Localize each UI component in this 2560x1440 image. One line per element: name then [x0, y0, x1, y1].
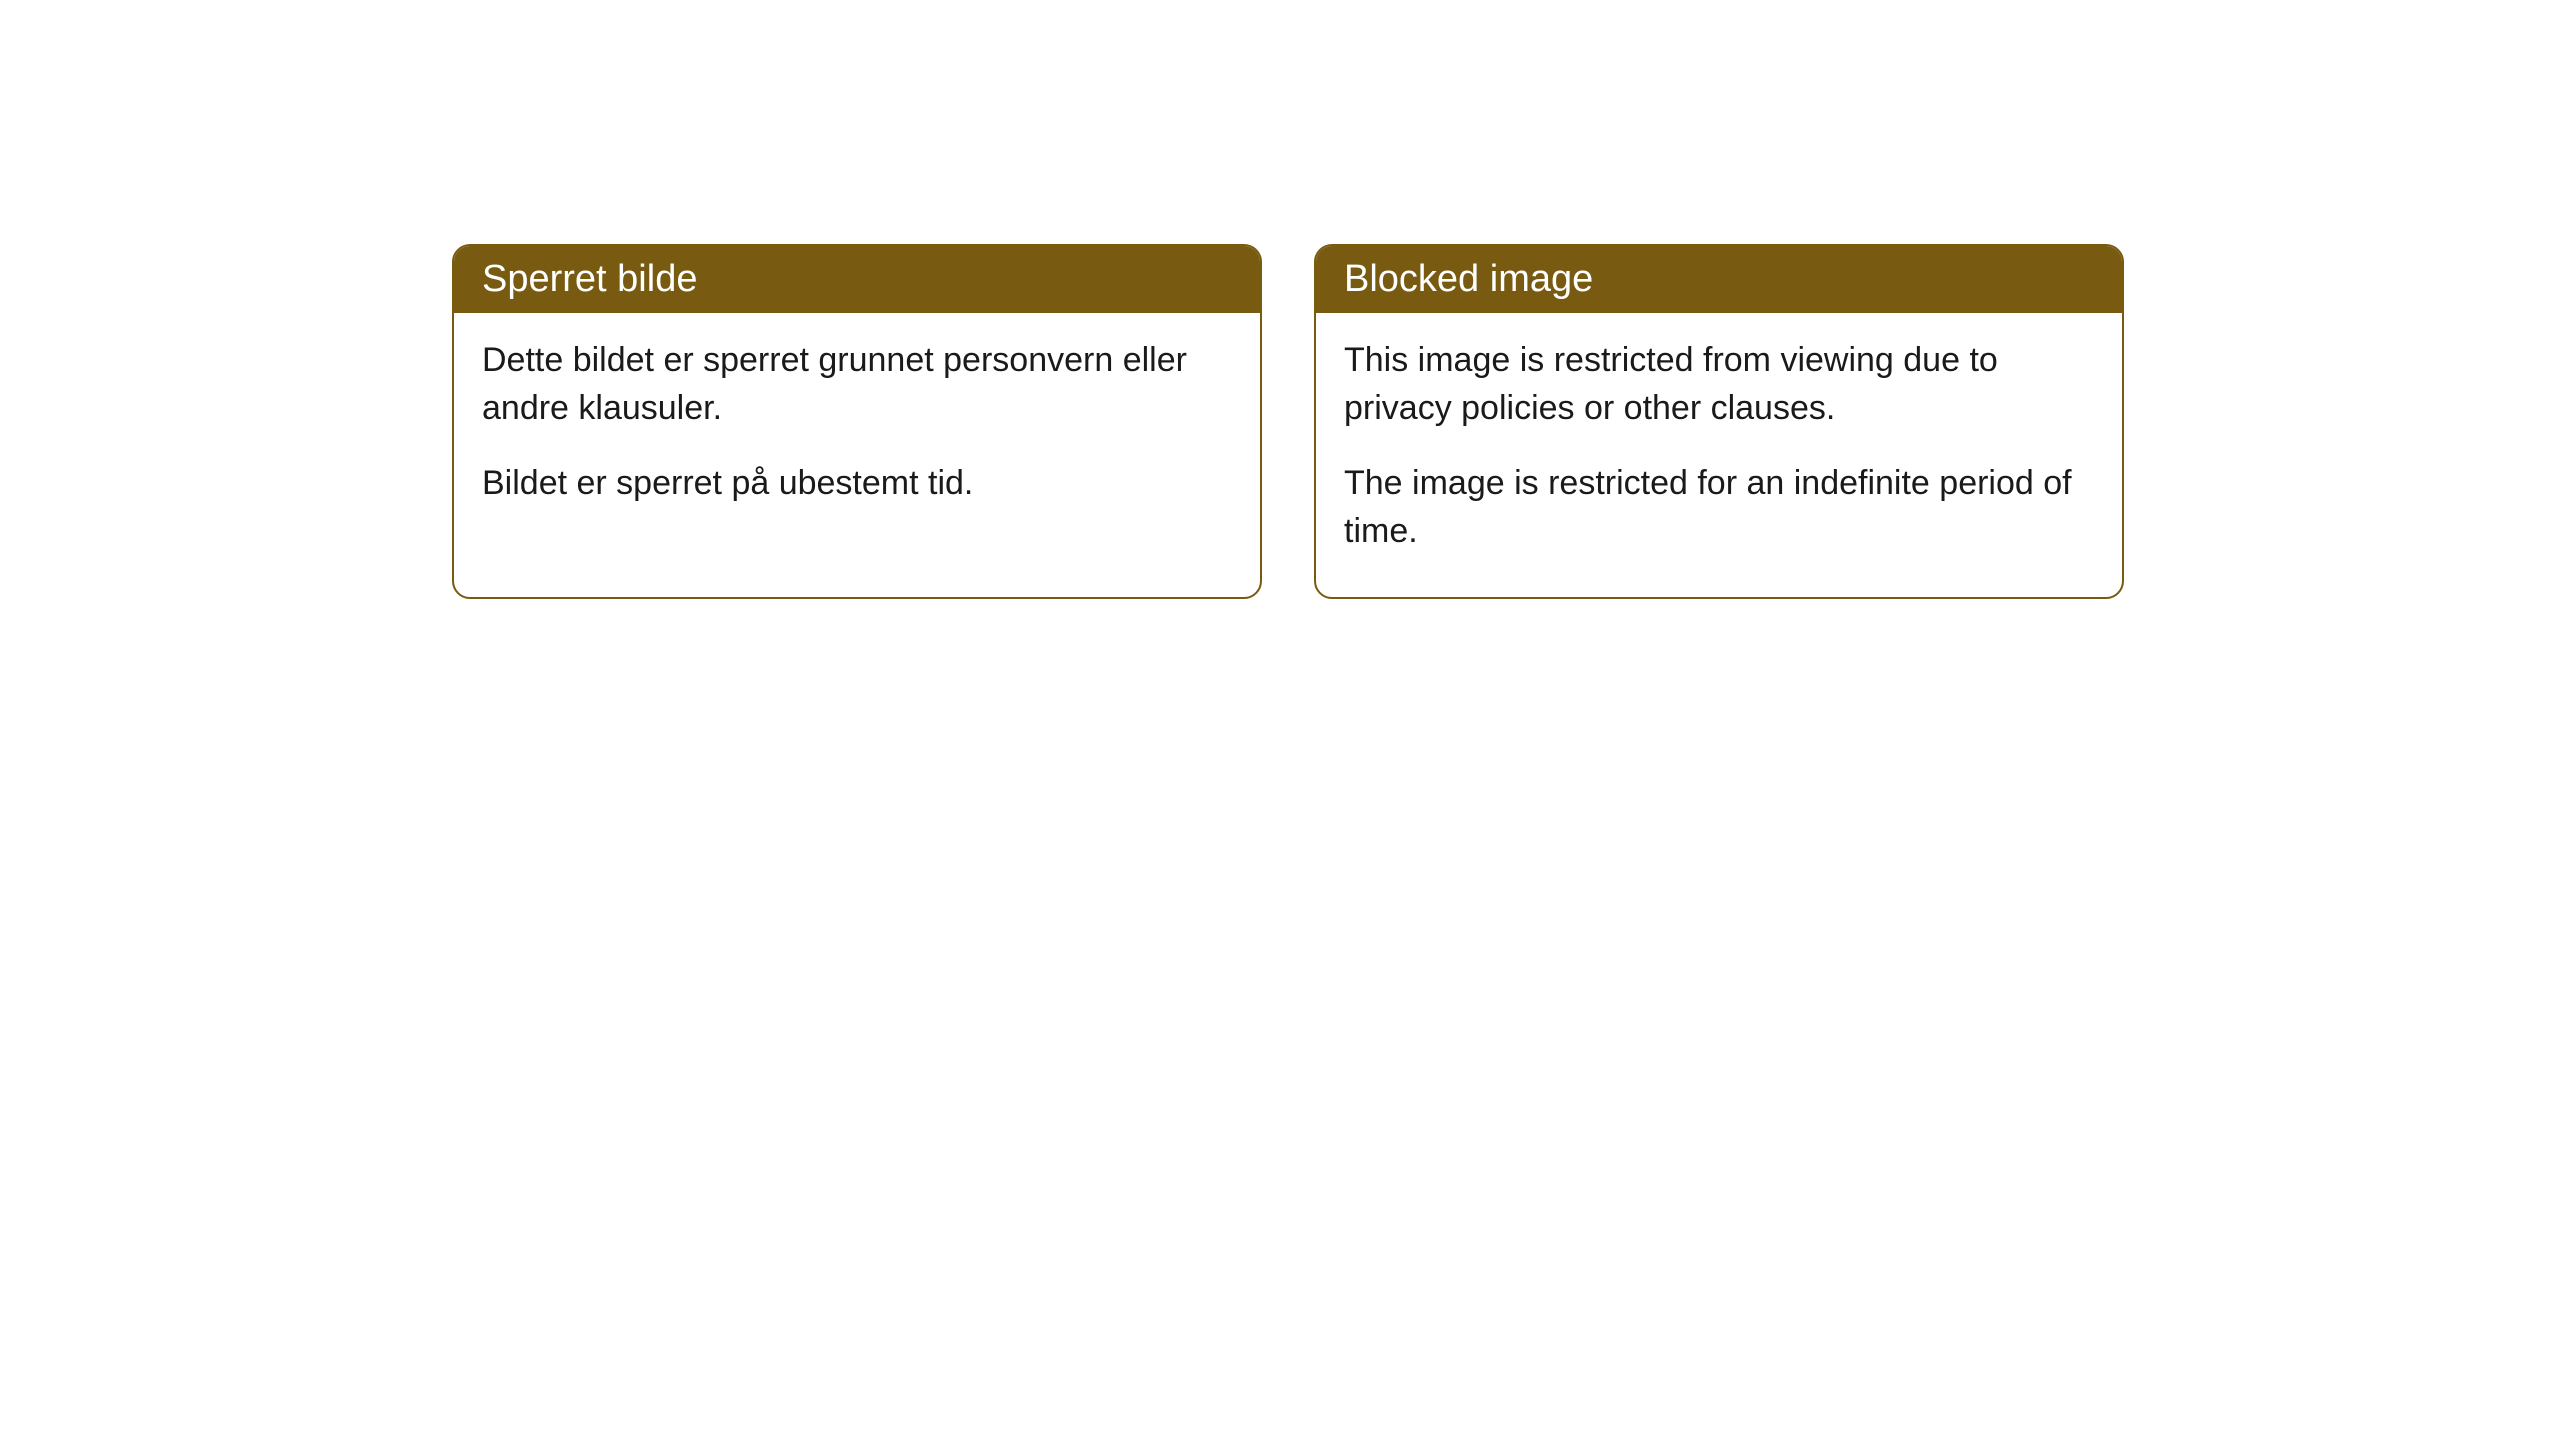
cards-container: Sperret bilde Dette bildet er sperret gr…: [452, 244, 2124, 599]
card-header: Sperret bilde: [454, 246, 1260, 313]
blocked-image-card-norwegian: Sperret bilde Dette bildet er sperret gr…: [452, 244, 1262, 599]
card-paragraph-1: This image is restricted from viewing du…: [1344, 337, 2094, 432]
card-paragraph-2: The image is restricted for an indefinit…: [1344, 460, 2094, 555]
card-body: This image is restricted from viewing du…: [1316, 313, 2122, 597]
card-title: Blocked image: [1344, 258, 1593, 300]
card-body: Dette bildet er sperret grunnet personve…: [454, 313, 1260, 550]
card-paragraph-2: Bildet er sperret på ubestemt tid.: [482, 460, 1232, 508]
card-paragraph-1: Dette bildet er sperret grunnet personve…: [482, 337, 1232, 432]
card-title: Sperret bilde: [482, 258, 697, 300]
card-header: Blocked image: [1316, 246, 2122, 313]
blocked-image-card-english: Blocked image This image is restricted f…: [1314, 244, 2124, 599]
